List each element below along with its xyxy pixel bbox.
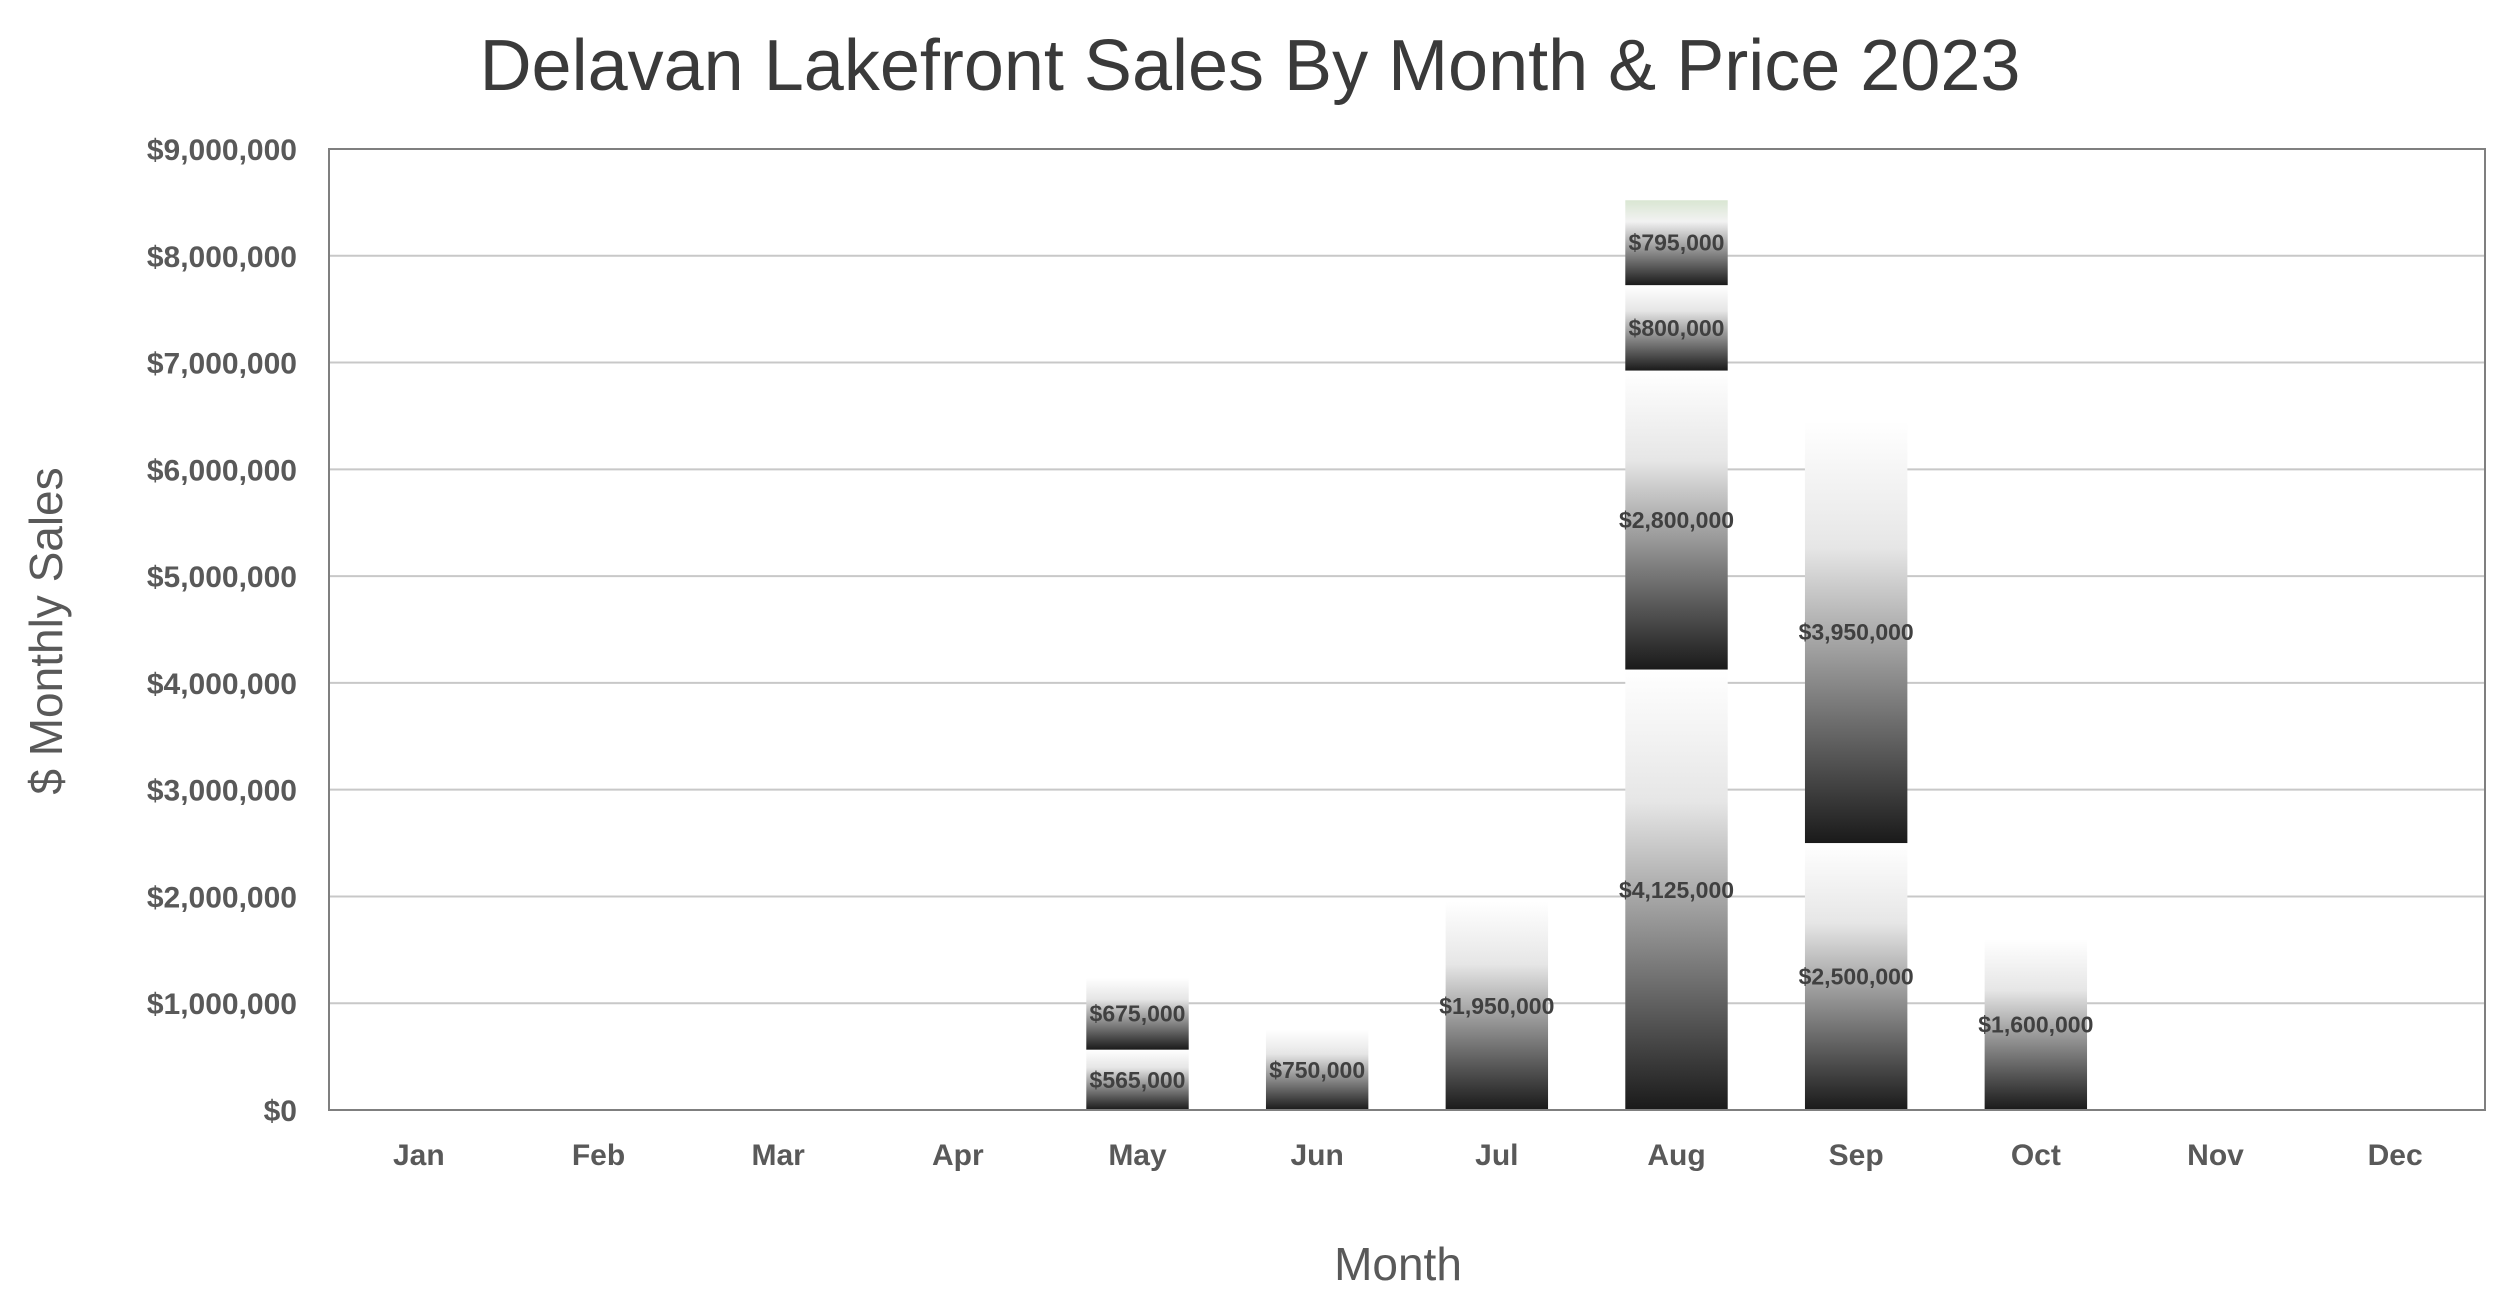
bar-segment (1625, 669, 1728, 1110)
y-tick-label: $5,000,000 (147, 561, 297, 594)
data-label: $565,000 (1090, 1067, 1186, 1093)
x-tick-label: Mar (751, 1139, 805, 1172)
data-label: $675,000 (1090, 1001, 1186, 1027)
x-axis-title: Month (1334, 1238, 1462, 1290)
x-tick-label: Jun (1290, 1139, 1343, 1172)
y-tick-label: $4,000,000 (147, 668, 297, 701)
x-tick-label: Apr (932, 1139, 984, 1172)
y-tick-label: $6,000,000 (147, 454, 297, 487)
bars (1086, 200, 2088, 1110)
data-label: $2,800,000 (1619, 507, 1734, 533)
bar-segment (1625, 285, 1728, 371)
x-tick-label: Oct (2011, 1139, 2061, 1172)
y-tick-label: $2,000,000 (147, 881, 297, 914)
bar-segment (1625, 200, 1728, 286)
gridlines (329, 254, 2485, 1005)
x-tick-label: Aug (1647, 1139, 1705, 1172)
y-tick-label: $0 (264, 1095, 297, 1128)
bar-segment (1445, 901, 1549, 1110)
data-label: $2,500,000 (1799, 964, 1914, 990)
data-label: $750,000 (1269, 1057, 1365, 1083)
y-tick-label: $3,000,000 (147, 775, 297, 808)
data-label: $1,950,000 (1439, 993, 1554, 1019)
x-tick-label: Feb (572, 1139, 625, 1172)
y-tick-label: $8,000,000 (147, 241, 297, 274)
data-label: $3,950,000 (1799, 619, 1914, 645)
chart-title: Delavan Lakefront Sales By Month & Price… (480, 26, 2021, 106)
x-tick-label: Dec (2368, 1139, 2423, 1172)
y-tick-label: $7,000,000 (147, 348, 297, 381)
bar-segment (1804, 421, 1908, 844)
x-axis-tick-labels: Jan Feb Mar Apr May Jun Jul Aug Sep Oct Nov Dec (393, 1139, 2423, 1172)
x-tick-label: Sep (1829, 1139, 1884, 1172)
data-label: $795,000 (1629, 230, 1725, 256)
bar-segment (1265, 1029, 1369, 1110)
x-tick-label: May (1108, 1139, 1167, 1172)
bar-segment (1086, 1049, 1189, 1110)
plot-area-border (328, 148, 2486, 1111)
bar-segment (1984, 939, 2088, 1110)
bar-segment (1804, 843, 1908, 1110)
bar-segment (1625, 370, 1728, 670)
data-label: $1,600,000 (1978, 1012, 2093, 1038)
y-tick-label: $9,000,000 (147, 134, 297, 167)
y-axis-tick-labels: $0 $1,000,000 $2,000,000 $3,000,000 $4,000,0… (147, 134, 297, 1128)
x-tick-label: Nov (2187, 1139, 2244, 1172)
bar-segment (1086, 977, 1189, 1050)
y-tick-label: $1,000,000 (147, 988, 297, 1021)
x-tick-label: Jan (393, 1139, 445, 1172)
data-label: $800,000 (1629, 315, 1725, 341)
data-label: $4,125,000 (1619, 877, 1734, 903)
x-tick-label: Jul (1475, 1139, 1518, 1172)
data-labels: $565,000 $675,000 $750,000 $1,950,000 $4,125… (1090, 230, 2094, 1093)
y-axis-title: $ Monthly Sales (20, 467, 72, 794)
